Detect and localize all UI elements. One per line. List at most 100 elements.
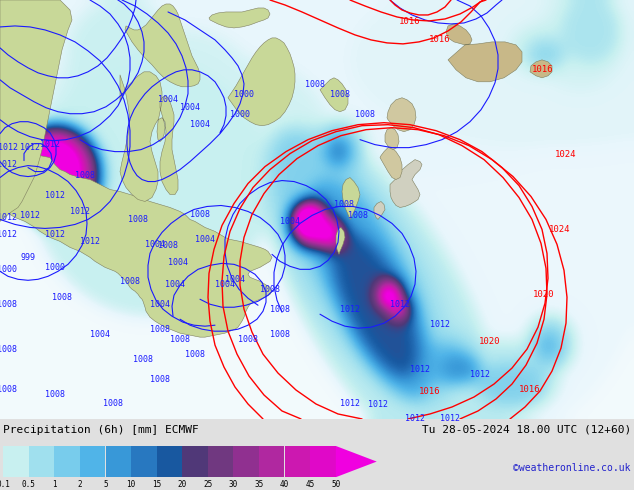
- Text: 1000: 1000: [45, 263, 65, 272]
- Text: 1016: 1016: [429, 35, 451, 45]
- Bar: [3, 446, 29, 477]
- Text: 1004: 1004: [190, 120, 210, 129]
- Text: 1012: 1012: [0, 213, 17, 222]
- Text: 1004: 1004: [225, 275, 245, 284]
- Text: 1016: 1016: [533, 65, 553, 74]
- Bar: [310, 446, 335, 477]
- Text: 1008: 1008: [0, 344, 17, 354]
- Text: 1016: 1016: [399, 18, 421, 26]
- Text: 1004: 1004: [90, 330, 110, 339]
- Text: 1008: 1008: [355, 110, 375, 119]
- Text: 1008: 1008: [0, 385, 17, 393]
- Text: 1024: 1024: [555, 150, 577, 159]
- Text: 15: 15: [152, 480, 161, 489]
- Text: 1012: 1012: [405, 415, 425, 423]
- Text: 1008: 1008: [260, 285, 280, 294]
- Text: 1012: 1012: [20, 143, 40, 152]
- Bar: [105, 446, 131, 477]
- Bar: [157, 446, 182, 477]
- Text: 1012: 1012: [440, 415, 460, 423]
- Text: 5: 5: [103, 480, 108, 489]
- Polygon shape: [125, 4, 200, 87]
- Text: 1008: 1008: [128, 215, 148, 224]
- Text: 1012: 1012: [0, 143, 18, 152]
- Text: 1008: 1008: [185, 349, 205, 359]
- Text: 20: 20: [178, 480, 187, 489]
- Polygon shape: [0, 0, 272, 337]
- Bar: [80, 446, 105, 477]
- Text: 1012: 1012: [0, 160, 17, 169]
- Text: 1008: 1008: [52, 293, 72, 302]
- Text: 1016: 1016: [419, 387, 441, 395]
- Text: 1020: 1020: [533, 290, 555, 299]
- Text: 1012: 1012: [80, 237, 100, 246]
- Text: 1004: 1004: [215, 280, 235, 289]
- Text: 1004: 1004: [168, 258, 188, 267]
- Text: 1008: 1008: [334, 200, 354, 209]
- Text: 1000: 1000: [230, 110, 250, 119]
- Text: 1020: 1020: [479, 337, 501, 345]
- Text: 1012: 1012: [390, 300, 410, 309]
- Text: 1008: 1008: [45, 390, 65, 398]
- Text: 1008: 1008: [133, 355, 153, 364]
- Text: 1008: 1008: [150, 325, 170, 334]
- Polygon shape: [446, 24, 522, 82]
- Text: 1004: 1004: [158, 95, 178, 104]
- Text: ©weatheronline.co.uk: ©weatheronline.co.uk: [514, 463, 631, 473]
- Text: 1004: 1004: [180, 103, 200, 112]
- Text: 2: 2: [77, 480, 82, 489]
- Bar: [183, 446, 208, 477]
- Text: 1012: 1012: [40, 140, 60, 149]
- Text: 1008: 1008: [0, 300, 17, 309]
- Text: 1012: 1012: [368, 400, 388, 410]
- Text: 1012: 1012: [430, 319, 450, 329]
- Text: 1008: 1008: [150, 374, 170, 384]
- Text: 1008: 1008: [238, 335, 258, 343]
- Bar: [233, 446, 259, 477]
- Polygon shape: [336, 227, 345, 254]
- Text: 50: 50: [331, 480, 340, 489]
- Text: 1004: 1004: [195, 235, 215, 244]
- Text: 0.5: 0.5: [22, 480, 36, 489]
- Text: 1004: 1004: [150, 300, 170, 309]
- Polygon shape: [0, 0, 72, 221]
- Polygon shape: [320, 78, 348, 112]
- Text: 30: 30: [229, 480, 238, 489]
- Bar: [285, 446, 310, 477]
- Text: 1012: 1012: [470, 369, 490, 379]
- Bar: [55, 446, 80, 477]
- Text: 25: 25: [204, 480, 212, 489]
- Text: 1012: 1012: [70, 207, 90, 216]
- Polygon shape: [390, 160, 422, 207]
- Text: 1008: 1008: [270, 330, 290, 339]
- Polygon shape: [336, 446, 377, 477]
- Text: 1012: 1012: [340, 399, 360, 409]
- Text: 1008: 1008: [103, 399, 123, 409]
- Bar: [208, 446, 233, 477]
- Text: 1008: 1008: [170, 335, 190, 343]
- Text: 35: 35: [254, 480, 264, 489]
- Text: 1024: 1024: [549, 225, 571, 234]
- Text: 1016: 1016: [519, 385, 541, 393]
- Text: 1008: 1008: [348, 211, 368, 220]
- Text: 1008: 1008: [330, 90, 350, 99]
- Text: 1000: 1000: [0, 265, 17, 274]
- Text: 1012: 1012: [20, 211, 40, 220]
- Text: 1000: 1000: [234, 90, 254, 99]
- Text: 0.1: 0.1: [0, 480, 10, 489]
- Text: 1008: 1008: [158, 241, 178, 250]
- Text: 10: 10: [126, 480, 136, 489]
- Bar: [131, 446, 157, 477]
- Text: Tu 28-05-2024 18.00 UTC (12+60): Tu 28-05-2024 18.00 UTC (12+60): [422, 425, 631, 435]
- Polygon shape: [387, 98, 416, 132]
- Polygon shape: [380, 147, 402, 179]
- Text: 1012: 1012: [0, 230, 17, 239]
- Text: 1: 1: [52, 480, 56, 489]
- Text: 1012: 1012: [45, 230, 65, 239]
- Text: 1012: 1012: [45, 191, 65, 200]
- Text: 999: 999: [20, 253, 36, 262]
- Text: 1004: 1004: [145, 240, 165, 249]
- Text: 1012: 1012: [410, 365, 430, 373]
- Text: 1008: 1008: [120, 277, 140, 286]
- Text: 1008: 1008: [75, 171, 95, 180]
